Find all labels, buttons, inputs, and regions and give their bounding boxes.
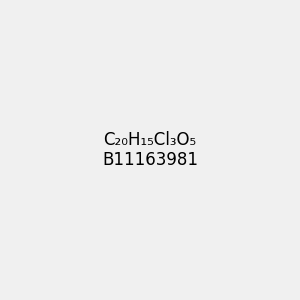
Text: C₂₀H₁₅Cl₃O₅
B11163981: C₂₀H₁₅Cl₃O₅ B11163981: [102, 130, 198, 170]
